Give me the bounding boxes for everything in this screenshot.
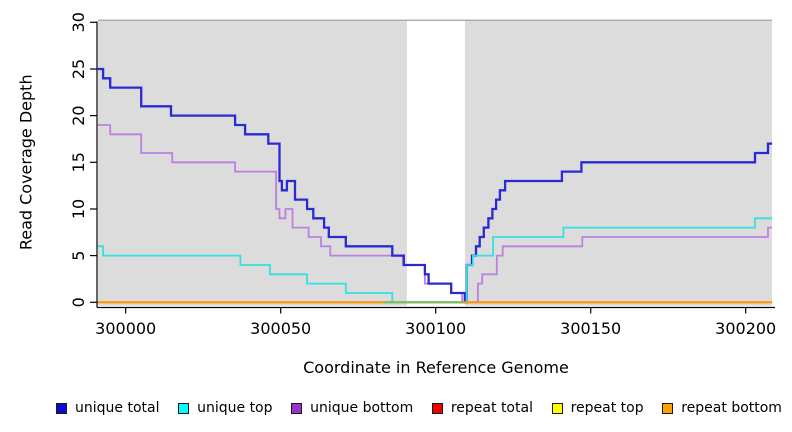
unique-total-swatch-icon [56,402,67,414]
x-tick-label: 300050 [250,319,311,338]
legend-item-repeat-top: repeat top [551,400,644,416]
legend-label: unique top [197,400,273,416]
legend-label: repeat total [450,400,533,416]
repeat-total-swatch-icon [431,402,443,414]
y-tick-label: 30 [69,12,88,32]
legend-item-repeat-bottom: repeat bottom [662,400,782,416]
series-line-unique-bottom [97,124,773,304]
legend-label: unique bottom [310,400,414,416]
repeat-top-swatch-icon [551,402,563,414]
series-line-unique-total [97,67,773,304]
legend-label: repeat top [570,400,644,416]
y-tick-label: 10 [69,199,88,219]
x-axis: 300000 300050 300100 300150 300200 [95,306,776,338]
legend-item-unique-bottom: unique bottom [291,400,413,416]
gap-band [406,20,465,306]
legend-item-unique-total: unique total [56,400,159,416]
repeat-bottom-swatch-icon [662,402,674,414]
y-tick-label: 5 [69,251,88,261]
x-tick-label: 300150 [560,319,621,338]
legend-item-repeat-total: repeat total [431,400,533,416]
unique-top-swatch-icon [178,402,190,414]
unique-bottom-swatch-icon [291,402,303,414]
y-tick-label: 15 [69,152,88,172]
y-tick-label: 25 [69,59,88,79]
series-line-unique-top [97,217,773,304]
y-tick-label: 20 [69,105,88,125]
series-lines [97,67,773,304]
legend-item-unique-top: unique top [178,400,273,416]
x-tick-label: 300100 [405,319,466,338]
gap-band-layer [406,20,465,306]
x-axis-title: Coordinate in Reference Genome [303,358,569,377]
y-axis: 0 5 10 15 20 25 30 [69,12,98,308]
x-tick-label: 300200 [715,319,776,338]
y-axis-title: Read Coverage Depth [17,74,36,250]
legend-label: unique total [75,400,160,416]
legend-label: repeat bottom [681,400,782,416]
y-tick-label: 0 [69,297,88,307]
legend: unique total unique top unique bottom re… [0,399,792,417]
x-tick-label: 300000 [95,319,156,338]
